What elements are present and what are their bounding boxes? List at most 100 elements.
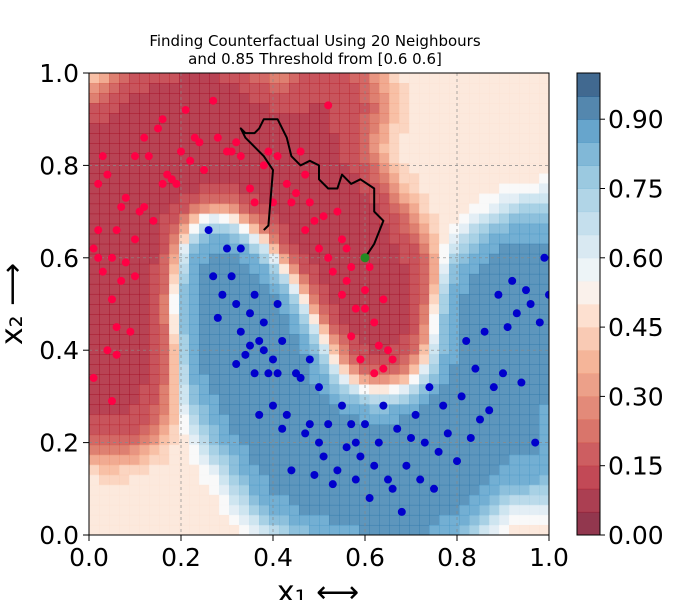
contour-cell [389,454,400,466]
contour-cell [309,273,320,285]
contour-cell [189,103,200,114]
contour-cell [259,354,270,365]
contour-cell [379,213,390,225]
contour-cell [229,213,240,225]
contour-cell [439,123,450,134]
contour-cell [189,514,200,526]
contour-cell [249,424,260,436]
red-point [213,133,222,142]
blue-point [466,433,475,442]
contour-cell [239,514,250,526]
contour-cell [319,93,330,104]
contour-cell [219,504,230,516]
contour-cell [319,143,330,154]
contour-cell [319,344,330,355]
contour-cell [199,344,210,355]
contour-cell [409,173,420,185]
contour-cell [429,454,440,466]
contour-cell [99,424,110,436]
contour-cell [329,213,340,225]
contour-cell [469,163,480,175]
contour-cell [359,293,370,305]
contour-cell [199,374,210,385]
contour-cell [459,173,470,185]
contour-cell [439,324,450,335]
contour-cell [169,404,180,416]
blue-point [411,410,420,419]
contour-cell [229,354,240,365]
contour-cell [119,324,130,335]
contour-cell [239,324,250,335]
contour-cell [259,213,270,225]
contour-cell [519,223,530,235]
colorbar-tick-label: 0.45 [608,313,664,342]
contour-cell [359,83,370,94]
x-tick-label: 1.0 [529,543,569,572]
contour-cell [299,514,310,526]
blue-point [351,475,360,484]
contour-cell [289,73,300,84]
contour-cell [309,494,320,506]
contour-cell [169,364,180,375]
contour-cell [399,173,410,185]
contour-cell [209,374,220,385]
contour-cell [269,434,280,446]
contour-cell [529,123,540,134]
chart-title-line1: Finding Counterfactual Using 20 Neighbou… [149,32,481,50]
contour-cell [129,324,140,335]
contour-cell [159,504,170,516]
contour-cell [159,183,170,195]
contour-cell [89,293,100,305]
contour-cell [109,153,120,164]
red-point [94,226,103,235]
blue-point [476,415,484,424]
contour-cell [299,314,310,325]
contour-cell [269,213,280,225]
contour-cell [169,153,180,164]
contour-cell [89,193,100,205]
contour-cell [249,434,260,446]
contour-cell [329,394,340,406]
contour-cell [509,474,520,486]
contour-cell [219,253,230,265]
contour-cell [479,364,490,375]
contour-cell [419,504,430,516]
contour-cell [459,484,470,496]
contour-cell [109,414,120,426]
contour-cell [449,83,460,94]
red-point [149,216,158,225]
contour-cell [249,304,260,315]
contour-cell [389,153,400,164]
contour-cell [189,434,200,446]
contour-cell [139,173,150,185]
contour-cell [339,404,350,416]
contour-cell [519,304,530,315]
blue-point [425,383,434,392]
contour-cell [419,273,430,285]
contour-cell [149,103,160,114]
contour-cell [449,304,460,315]
contour-cell [349,243,360,255]
contour-cell [409,143,420,154]
contour-cell [219,364,230,375]
contour-cell [439,364,450,375]
contour-cell [289,494,300,506]
contour-cell [469,253,480,265]
contour-cell [89,203,100,215]
contour-cell [279,253,290,265]
blue-point [264,369,273,378]
contour-cell [319,173,330,185]
contour-cell [319,494,330,506]
contour-cell [219,344,230,355]
blue-point [462,336,471,345]
contour-cell [159,83,170,94]
contour-cell [319,394,330,406]
contour-cell [139,193,150,205]
contour-cell [439,344,450,355]
contour-cell [529,424,540,436]
contour-cell [509,153,520,164]
contour-cell [239,304,250,315]
contour-cell [489,293,500,305]
contour-cell [539,404,549,416]
contour-cell [239,454,250,466]
